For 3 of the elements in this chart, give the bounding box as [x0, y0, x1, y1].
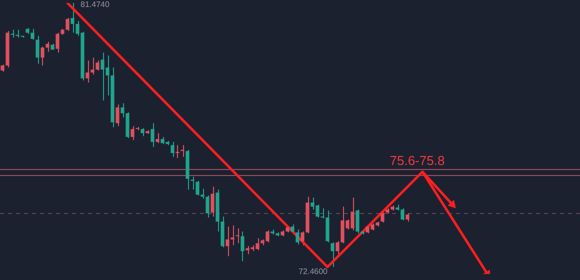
- annotation: 75.6-75.8: [390, 153, 445, 168]
- annotation: 72.4600: [298, 266, 328, 276]
- annotation: 81.4740: [80, 0, 110, 9]
